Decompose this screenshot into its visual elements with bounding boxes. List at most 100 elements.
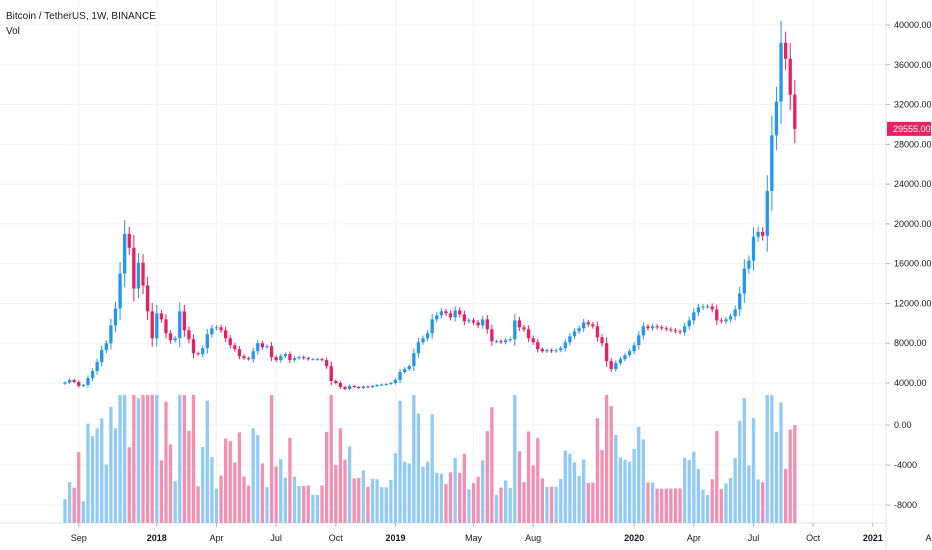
volume-bar xyxy=(380,487,384,523)
volume-bar xyxy=(458,472,462,523)
candle-body xyxy=(641,326,645,336)
candle-body xyxy=(540,349,545,352)
price-tick-label: 28000.00 xyxy=(894,139,932,149)
volume-bar xyxy=(196,486,200,523)
chart-legend: Bitcoin / TetherUS, 1W, BINANCE Vol xyxy=(6,9,156,39)
candle-body xyxy=(164,319,168,334)
volume-bar xyxy=(715,430,719,523)
volume-bar xyxy=(398,400,402,523)
candle-body xyxy=(673,330,678,332)
volume-bar xyxy=(549,486,554,523)
candle-body xyxy=(765,191,769,236)
volume-bar xyxy=(779,402,783,523)
candle-body xyxy=(531,338,535,343)
candle-body xyxy=(260,343,265,348)
volume-bar xyxy=(100,418,104,523)
candle-body xyxy=(90,371,95,379)
candle-body xyxy=(559,348,563,351)
volume-bar xyxy=(95,428,99,523)
volume-bar xyxy=(724,483,728,523)
volume-bar xyxy=(136,398,141,523)
candle-body xyxy=(678,331,682,333)
candle-body xyxy=(554,350,558,352)
volume-bar xyxy=(462,453,466,523)
volume-bar xyxy=(503,480,508,523)
price-tick-label: 20000.00 xyxy=(894,219,932,229)
volume-bar xyxy=(407,463,411,523)
volume-bar xyxy=(577,476,581,523)
volume-bar xyxy=(508,487,512,523)
last-price-badge xyxy=(887,121,931,136)
candle-body xyxy=(219,327,223,331)
candle-body xyxy=(595,326,600,338)
candle-body xyxy=(687,320,691,327)
candle-body xyxy=(136,262,141,289)
volume-bar xyxy=(251,428,255,523)
volume-bar xyxy=(623,459,627,523)
candle-body xyxy=(187,330,191,340)
candle-body xyxy=(692,312,696,321)
candle-body xyxy=(467,320,471,322)
volume-tick-label: -8000 xyxy=(894,500,917,510)
volume-bar xyxy=(765,395,769,523)
volume-bar xyxy=(338,428,343,523)
volume-bar xyxy=(67,482,72,523)
candle-body xyxy=(283,354,287,357)
candle-body xyxy=(522,327,526,330)
candle-body xyxy=(774,101,779,136)
candle-body xyxy=(127,233,131,248)
volume-bar xyxy=(302,485,306,523)
candle-body xyxy=(751,236,756,261)
candle-body xyxy=(237,349,242,357)
candle-body xyxy=(246,358,251,360)
candle-body xyxy=(724,319,728,322)
volume-bar xyxy=(141,395,145,523)
volume-bar xyxy=(761,482,765,523)
volume-bar xyxy=(499,487,503,523)
volume-bar xyxy=(329,395,333,523)
volume-bar xyxy=(517,451,522,523)
time-tick-label: 2019 xyxy=(385,533,405,543)
candle-body xyxy=(747,260,751,269)
candle-body xyxy=(655,326,659,328)
candle-body xyxy=(113,308,118,326)
volume-bar xyxy=(609,406,613,523)
candle-body xyxy=(63,382,67,384)
candle-body xyxy=(384,383,388,385)
volume-bar xyxy=(563,450,567,523)
candle-body xyxy=(81,384,86,386)
candle-body xyxy=(669,329,673,331)
volume-bar xyxy=(361,470,365,523)
volume-bar xyxy=(81,501,86,523)
volume-bar xyxy=(279,459,283,523)
candle-body xyxy=(485,319,489,330)
volume-bar xyxy=(637,426,641,523)
candle-body xyxy=(783,42,788,59)
volume-bar xyxy=(476,476,480,523)
candle-body xyxy=(733,309,737,317)
candle-body xyxy=(320,359,324,361)
price-tick-label: 32000.00 xyxy=(894,100,932,110)
volume-bar xyxy=(678,488,682,523)
candle-body xyxy=(627,351,632,356)
time-tick-label: 2021 xyxy=(863,533,883,543)
candle-body xyxy=(72,380,76,383)
volume-bar xyxy=(494,495,499,523)
volume-bar xyxy=(728,478,733,523)
volume-bar xyxy=(747,465,751,523)
candle-body xyxy=(182,311,186,331)
candle-body xyxy=(343,386,347,389)
volume-bar xyxy=(435,472,439,523)
candle-body xyxy=(412,353,416,367)
candle-body xyxy=(425,333,430,339)
candle-body xyxy=(118,273,122,309)
volume-bar xyxy=(306,485,310,523)
volume-bar xyxy=(591,482,595,523)
candle-body xyxy=(623,355,627,360)
volume-bar xyxy=(132,395,136,523)
volume-bar xyxy=(554,486,558,523)
volume-bar xyxy=(582,459,586,523)
time-tick-label: 2020 xyxy=(624,533,644,543)
candle-body xyxy=(719,320,724,322)
